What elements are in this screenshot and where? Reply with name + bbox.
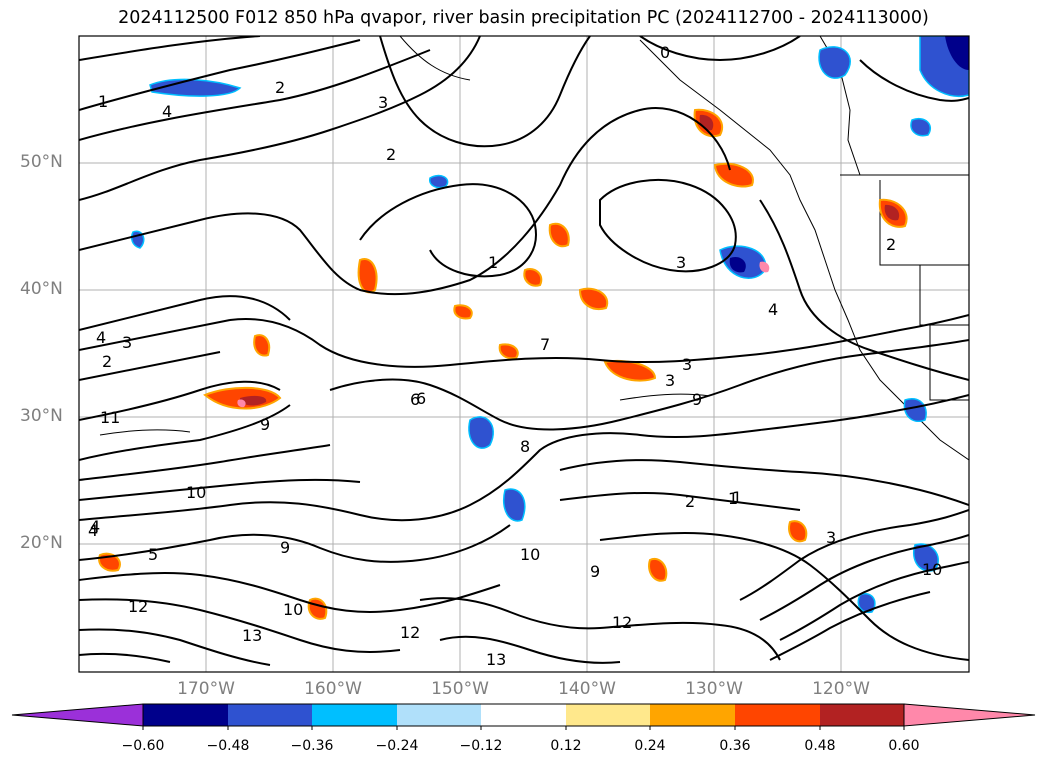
contour-label: 3 — [682, 355, 692, 374]
lon-label-160w: 160°W — [304, 679, 362, 699]
contour-label: 1 — [488, 253, 498, 272]
graticule — [79, 36, 969, 672]
colorbar-segments — [11, 703, 1036, 727]
contour-label: 6 — [410, 390, 420, 409]
contour-label: 9 — [692, 390, 702, 409]
contour-label: 2 — [102, 352, 112, 371]
contour-label: 13 — [486, 650, 506, 669]
contour-label: 1 — [728, 489, 738, 508]
contour-label: 10 — [283, 600, 303, 619]
colorbar-segment — [397, 704, 481, 726]
contour-label: 12 — [128, 597, 148, 616]
map-background — [79, 36, 969, 672]
contour-label: 1 — [98, 92, 108, 111]
contour-label: 0 — [660, 43, 670, 62]
colorbar-tick-label: −0.24 — [375, 738, 419, 754]
colorbar-outline — [142, 703, 905, 727]
colorbar-segment — [143, 704, 228, 726]
contour-label: 3 — [676, 253, 686, 272]
colorbar-tick-label: −0.48 — [206, 738, 250, 754]
colorbar-segment — [312, 704, 397, 726]
colorbar-segment — [735, 704, 820, 726]
contour-label: 2 — [685, 492, 695, 511]
colorbar-extend-max — [903, 703, 1036, 727]
map-frame — [78, 35, 970, 673]
contour-label: 3 — [378, 93, 388, 112]
contour-label: 9 — [590, 562, 600, 581]
qvapor-contours-thin — [99, 36, 711, 436]
contour-label: 9 — [260, 415, 270, 434]
precip-extreme — [237, 261, 770, 408]
contour-label: 10 — [186, 483, 206, 502]
lon-label-150w: 150°W — [431, 679, 489, 699]
contour-label: 2 — [386, 145, 396, 164]
lon-label-170w: 170°W — [177, 679, 235, 699]
colorbar-ticks — [142, 726, 905, 730]
colorbar-tick-label: −0.12 — [459, 738, 503, 754]
lon-label-140w: 140°W — [558, 679, 616, 699]
precip-negative-strong — [729, 36, 969, 273]
contour-label: 4 — [162, 102, 172, 121]
contour-labels: 1 2 3 4 3 2 3 1 2 3 4 3 4 5 6 7 8 9 10 1… — [88, 43, 942, 669]
contour-label: 2 — [886, 235, 896, 254]
colorbar-segment — [566, 704, 650, 726]
map-title: 2024112500 F012 850 hPa qvapor, river ba… — [118, 8, 929, 28]
colorbar-tick-label: 0.48 — [804, 738, 836, 754]
contour-label: 4 — [96, 328, 106, 347]
colorbar-tick-label: −0.36 — [290, 738, 334, 754]
contour-label: 12 — [612, 613, 632, 632]
qvapor-contours — [79, 36, 969, 666]
colorbar-extend-min — [11, 703, 144, 727]
contour-label: 12 — [400, 623, 420, 642]
contour-label: 3 — [665, 371, 675, 390]
lon-label-120w: 120°W — [812, 679, 870, 699]
contour-label: 4 — [90, 517, 100, 536]
contour-label: 4 — [88, 521, 98, 540]
contour-label: 7 — [540, 335, 550, 354]
coastlines — [639, 36, 969, 461]
map-panel: 1 2 3 4 3 2 3 1 2 3 4 3 4 5 6 7 8 9 10 1… — [78, 35, 970, 673]
colorbar-tick-label: 0.36 — [719, 738, 751, 754]
colorbar-segment — [228, 704, 312, 726]
lat-label-50n: 50°N — [20, 152, 63, 172]
contour-label: 4 — [768, 300, 778, 319]
contour-label: 13 — [242, 626, 262, 645]
contour-label: 10 — [520, 545, 540, 564]
lat-label-40n: 40°N — [20, 279, 63, 299]
lon-label-130w: 130°W — [685, 679, 743, 699]
contour-label: 9 — [280, 538, 290, 557]
colorbar-segment — [481, 704, 566, 726]
contour-label: 8 — [520, 437, 530, 456]
colorbar-tick-label: 0.12 — [550, 738, 582, 754]
lat-label-30n: 30°N — [20, 406, 63, 426]
lat-label-20n: 20°N — [20, 533, 63, 553]
colorbar-tick-label: 0.60 — [888, 738, 920, 754]
contour-label: 3 — [826, 528, 836, 547]
colorbar-segment — [650, 704, 735, 726]
contour-label: 3 — [122, 333, 132, 352]
colorbar-tick-label: −0.60 — [121, 738, 165, 754]
colorbar-segment — [820, 704, 904, 726]
contour-label: 2 — [275, 78, 285, 97]
contour-label: 1 — [732, 488, 742, 507]
colorbar-tick-label: 0.24 — [634, 738, 666, 754]
contour-label: 11 — [100, 408, 120, 427]
contour-label: 5 — [148, 545, 158, 564]
contour-label: 10 — [922, 560, 942, 579]
contour-label: 6 — [416, 389, 426, 408]
